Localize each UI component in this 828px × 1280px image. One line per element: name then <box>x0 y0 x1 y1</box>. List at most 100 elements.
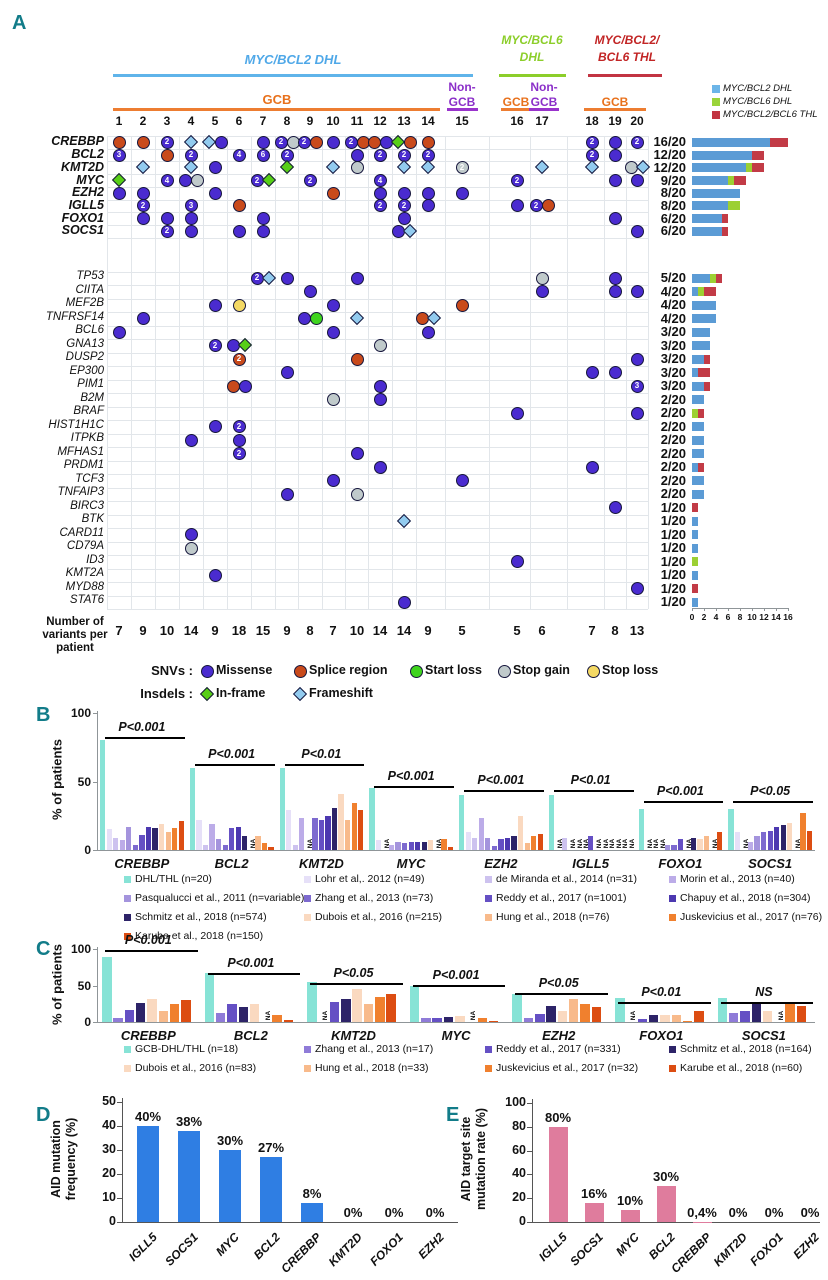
y-tick <box>93 985 97 987</box>
header-gcb-16: GCB <box>502 95 530 109</box>
count-bar-green <box>728 176 734 185</box>
study-bar <box>591 1007 602 1022</box>
pvalue-bracket <box>194 764 275 766</box>
y-tick <box>93 1022 97 1023</box>
pvalue-bracket <box>310 983 403 985</box>
variants-per-patient-value: 5 <box>458 623 466 638</box>
study-bar <box>734 832 741 850</box>
marker-count: 2 <box>212 340 218 350</box>
count-bar-blue <box>692 201 728 211</box>
legend-swatch <box>124 933 131 940</box>
variants-per-patient-value: 7 <box>115 623 123 638</box>
splice-marker <box>415 312 429 326</box>
fraction-label: 8/20 <box>660 185 686 201</box>
study-bar <box>421 1018 431 1022</box>
y-tick-label: 100 <box>505 1095 526 1109</box>
pvalue-label: P<0.01 <box>641 985 682 999</box>
count-bar-red <box>752 163 764 173</box>
study-bar <box>800 813 806 850</box>
count-bar-blue <box>692 449 704 459</box>
study-bar <box>568 999 579 1022</box>
pvalue-label: P<0.001 <box>387 769 435 783</box>
marker-count: 4 <box>164 175 170 185</box>
stop_gain-marker <box>535 271 549 285</box>
study-bar <box>548 795 555 850</box>
study-bar <box>504 837 511 850</box>
count-axis-tick <box>716 608 717 611</box>
matrix-gridline-v <box>155 136 156 609</box>
snv-legend-label: SNVs : <box>151 663 193 678</box>
marker-count: 2 <box>278 137 284 147</box>
legend-swatch <box>485 914 492 921</box>
missense-marker <box>608 501 622 515</box>
marker-count: 2 <box>425 150 431 160</box>
y-tick <box>93 850 97 851</box>
header-myc-bcl2-dhl: MYC/BCL2 DHL <box>244 52 342 67</box>
count-bar-blue <box>692 273 710 283</box>
variants-per-patient-value: 10 <box>159 623 175 638</box>
gene-label: DUSP2 <box>65 351 104 364</box>
stop_loss-marker <box>586 664 600 678</box>
splice-marker <box>455 298 469 312</box>
inframe-marker <box>237 338 252 353</box>
gene-label: MFHAS1 <box>57 445 104 458</box>
study-bar <box>671 1014 682 1022</box>
missense-marker <box>256 135 270 149</box>
pvalue-label: P<0.001 <box>227 956 275 970</box>
matrix-gridline-h <box>107 366 648 367</box>
missense-marker <box>184 433 198 447</box>
study-bar <box>395 841 401 850</box>
missense-marker <box>280 487 294 501</box>
missense-marker <box>510 406 524 420</box>
study-bar <box>189 767 196 850</box>
header-non17-2: GCB <box>530 95 558 109</box>
missense-marker <box>397 186 411 200</box>
study-bar <box>660 1014 670 1022</box>
missense-marker <box>350 148 364 162</box>
marker-count: 2 <box>236 448 242 458</box>
gene-group-label: EZH2 <box>484 856 518 871</box>
gene-group-label: MYC <box>396 856 426 871</box>
marker-count: 4 <box>236 150 242 160</box>
gene-label: BIRC3 <box>70 499 104 512</box>
na-label: NA <box>469 1010 477 1021</box>
matrix-gridline-v <box>445 136 446 609</box>
y-tick-label: 40 <box>512 1166 526 1181</box>
fraction-label: 3/20 <box>660 364 686 380</box>
count-bar-blue <box>692 300 716 310</box>
y-tick <box>527 1222 532 1223</box>
na-label: NA <box>322 1010 330 1021</box>
y-tick-label: 10 <box>102 1190 116 1204</box>
missense-marker <box>160 212 174 226</box>
missense-marker: 4 <box>232 148 246 162</box>
study-bar <box>299 818 305 850</box>
y-tick-label: 0 <box>84 843 91 857</box>
missense-marker <box>421 199 435 213</box>
pvalue-bracket <box>464 790 544 792</box>
value-label: 0,4% <box>687 1204 717 1220</box>
missense-marker <box>303 285 317 299</box>
matrix-gridline-v <box>203 136 204 609</box>
study-bar <box>588 836 594 850</box>
count-bar-red <box>704 287 716 297</box>
study-bar <box>375 840 382 850</box>
value-bar <box>301 1202 323 1222</box>
x-axis <box>97 1022 815 1023</box>
gene-label: ITPKB <box>70 432 104 445</box>
y-tick-label: 40 <box>102 1118 116 1132</box>
missense-marker: 2 <box>585 135 599 149</box>
matrix-gridline-v <box>345 136 346 609</box>
gene-group-label: BCL2 <box>214 856 249 871</box>
count-bar-blue <box>692 476 704 486</box>
legend-swatch <box>485 895 492 902</box>
marker-count: 2 <box>401 200 407 210</box>
indel-legend-label: Insdels : <box>140 686 193 701</box>
missense-marker: 4 <box>160 174 174 187</box>
count-bar-blue <box>692 341 710 351</box>
count-bar-blue <box>692 137 770 147</box>
splice-marker: 2 <box>232 352 246 366</box>
legend-label: Karube et al., 2018 (n=60) <box>680 1062 803 1074</box>
value-label: 0% <box>764 1205 784 1220</box>
legend-label: Reddy et al., 2017 (n=331) <box>496 1043 621 1055</box>
na-label: NA <box>264 1010 272 1021</box>
